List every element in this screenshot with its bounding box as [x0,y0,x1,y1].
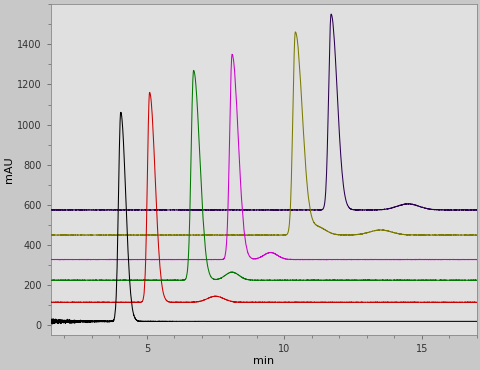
X-axis label: min: min [252,356,274,366]
Y-axis label: mAU: mAU [4,157,14,183]
